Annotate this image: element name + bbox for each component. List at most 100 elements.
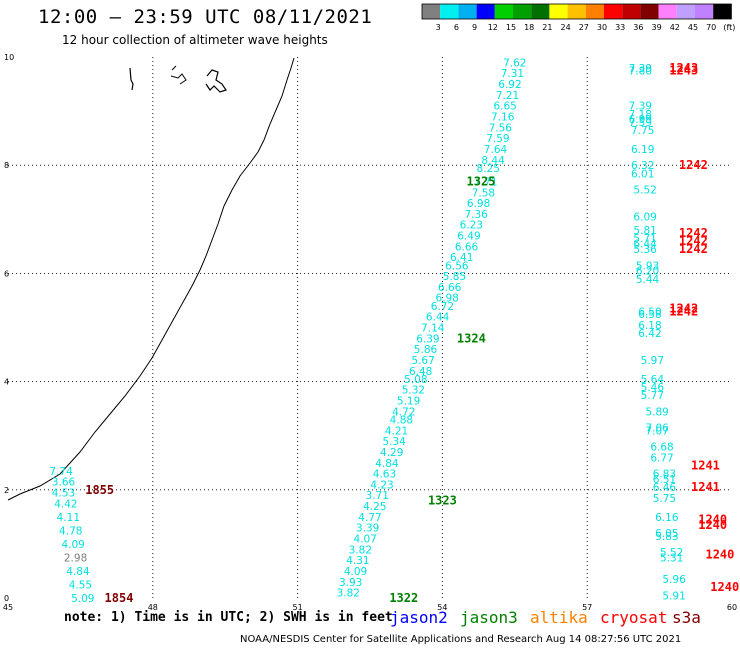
chart-title: 12:00 – 23:59 UTC 08/11/2021 xyxy=(38,6,373,28)
swh-value: 6.65 xyxy=(493,101,516,113)
grid-lines xyxy=(8,57,732,598)
island-2 xyxy=(170,65,187,85)
colorbar-swatch xyxy=(440,4,459,19)
swh-value: 5.96 xyxy=(662,574,686,586)
colorbar-swatch xyxy=(676,4,695,19)
colorbar-swatch xyxy=(622,4,641,19)
swh-value: 8.25 xyxy=(477,163,500,175)
swh-value: 3.71 xyxy=(366,490,389,502)
swh-value: 5.83 xyxy=(655,531,678,543)
swh-value: 3.93 xyxy=(339,577,362,589)
time-label: 1243 xyxy=(669,64,698,78)
swh-value: 4.78 xyxy=(59,525,82,537)
swh-value: 6.44 xyxy=(633,239,657,251)
swh-value: 7.62 xyxy=(503,57,526,69)
time-label: 1325 xyxy=(467,174,496,188)
swh-value: 7.80 xyxy=(629,66,652,78)
chart-subtitle: 12 hour collection of altimeter wave hei… xyxy=(62,33,328,47)
swh-value: 6.51 xyxy=(653,474,676,486)
legend-s3a: s3a xyxy=(672,608,701,627)
swh-value: 4.63 xyxy=(373,469,396,481)
y-tick-label: 4 xyxy=(4,378,9,387)
swh-value: 6.44 xyxy=(426,312,450,324)
time-label: 1240 xyxy=(698,513,727,527)
swh-value: 6.77 xyxy=(650,452,673,464)
y-tick-label: 0 xyxy=(4,594,9,603)
swh-value: 4.84 xyxy=(66,566,90,578)
swh-value: 5.86 xyxy=(414,344,438,356)
swh-value: 3.82 xyxy=(349,544,372,556)
legend-altika: altika xyxy=(530,608,588,627)
swh-value: 6.19 xyxy=(631,144,654,156)
swh-value: 7.18 xyxy=(629,109,652,121)
swh-value: 6.16 xyxy=(655,512,679,524)
swh-value: 6.49 xyxy=(457,231,480,243)
time-label: 1855 xyxy=(85,483,114,497)
credit-line: NOAA/NESDIS Center for Satellite Applica… xyxy=(240,634,682,645)
swh-value: 7.58 xyxy=(472,187,495,199)
colorbar-label: 18 xyxy=(524,23,534,32)
swh-value: 5.34 xyxy=(382,436,406,448)
island-3 xyxy=(205,69,227,93)
coastline-path xyxy=(7,57,295,501)
swh-value: 3.82 xyxy=(337,588,360,600)
colorbar-label: 45 xyxy=(688,23,698,32)
colorbar-label: 15 xyxy=(506,23,516,32)
time-label: 1242 xyxy=(679,234,708,248)
swh-value: 4.21 xyxy=(385,425,408,437)
y-tick-label: 2 xyxy=(4,486,9,495)
swh-value: 7.56 xyxy=(489,122,513,134)
swh-value: 5.64 xyxy=(641,374,665,386)
swh-value: 5.44 xyxy=(636,274,660,286)
time-label: 1324 xyxy=(457,331,486,345)
swh-value: 7.75 xyxy=(631,125,654,137)
swh-value: 7.59 xyxy=(629,117,652,129)
swh-value: 5.75 xyxy=(653,493,676,505)
swh-value: 7.59 xyxy=(486,133,509,145)
swh-value: 6.41 xyxy=(450,252,473,264)
swh-value: 6.92 xyxy=(498,79,521,91)
footer-note: note: 1) Time is in UTC; 2) SWH is in fe… xyxy=(64,610,393,625)
colorbar-label: 27 xyxy=(579,23,589,32)
swh-value: 6.05 xyxy=(655,528,678,540)
y-tick-label: 10 xyxy=(4,53,14,62)
swh-value: 5.09 xyxy=(71,593,94,605)
time-label: 1323 xyxy=(428,494,457,508)
swh-value: 5.77 xyxy=(641,390,664,402)
colorbar-swatch xyxy=(713,4,732,19)
swh-value: 7.06 xyxy=(645,423,669,435)
swh-value: 5.36 xyxy=(633,244,657,256)
swh-value: 7.39 xyxy=(629,63,652,75)
time-label: 1242 xyxy=(679,242,708,256)
x-tick-label: 48 xyxy=(148,603,158,612)
swh-value: 6.50 xyxy=(638,306,661,318)
swh-value: 6.42 xyxy=(638,328,661,340)
axis-tick-labels: 45 48 51 54 57 60 0 2 4 6 8 10 xyxy=(3,53,737,612)
colorbar-label: 33 xyxy=(615,23,625,32)
colorbar-frame xyxy=(421,3,732,20)
time-label: 1241 xyxy=(691,458,720,472)
colorbar-label: 24 xyxy=(561,23,571,32)
swh-value: 6.58 xyxy=(638,309,661,321)
swh-value: 3.66 xyxy=(52,477,76,489)
colorbar-swatch xyxy=(695,4,714,19)
swh-value: 4.72 xyxy=(392,406,415,418)
time-labels: 1325132413231322124312431242124212421242… xyxy=(85,61,739,605)
x-tick-label: 51 xyxy=(293,603,303,612)
colorbar-label: (ft) xyxy=(723,23,735,32)
time-label: 1322 xyxy=(389,591,418,605)
colorbar-swatch xyxy=(513,4,532,19)
colorbar-swatch xyxy=(585,4,604,19)
island-1 xyxy=(129,67,134,91)
colorbar-swatch xyxy=(640,4,659,19)
swh-values: 7.627.316.927.216.657.167.567.597.648.44… xyxy=(49,57,686,605)
swh-value: 5.89 xyxy=(645,406,668,418)
swh-value: 4.84 xyxy=(375,458,399,470)
colorbar-swatch xyxy=(531,4,550,19)
time-label: 1854 xyxy=(105,591,134,605)
swh-value: 8.44 xyxy=(481,155,505,167)
colorbar-label: 39 xyxy=(652,23,662,32)
coastline xyxy=(7,57,295,501)
swh-value: 4.09 xyxy=(344,566,367,578)
